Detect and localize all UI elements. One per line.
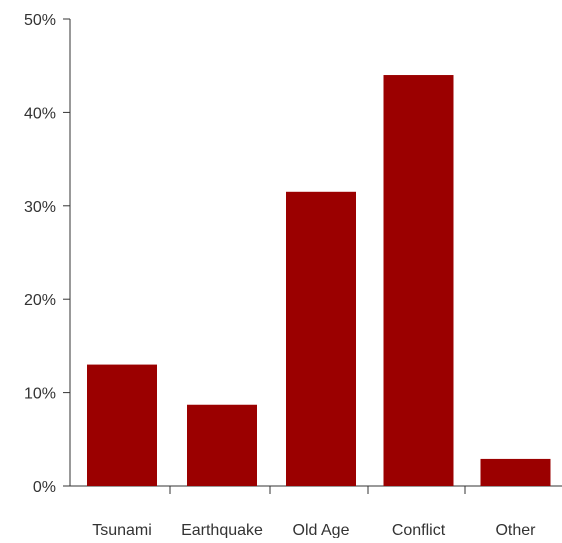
- bar-other: [480, 458, 551, 486]
- y-tick-label: 0%: [33, 479, 56, 496]
- x-tick-label: Earthquake: [181, 522, 263, 538]
- bar-earthquake: [187, 404, 257, 486]
- x-tick-label: Conflict: [392, 522, 446, 538]
- x-tick-label: Other: [495, 522, 536, 538]
- x-axis: Tsunami Earthquake Old Age Conflict Other: [70, 485, 562, 539]
- y-tick-label: 40%: [24, 105, 56, 122]
- y-tick-label: 50%: [24, 12, 56, 29]
- bar-tsunami: [87, 364, 157, 486]
- bars: [87, 75, 551, 487]
- y-axis: 0% 10% 20% 30% 40% 50%: [24, 12, 71, 496]
- y-tick-label: 10%: [24, 386, 56, 403]
- y-tick-label: 20%: [24, 292, 56, 309]
- x-tick-label: Old Age: [293, 522, 350, 538]
- x-tick-label: Tsunami: [92, 522, 152, 538]
- bar-conflict: [383, 75, 454, 486]
- y-tick-label: 30%: [24, 199, 56, 216]
- bar-old-age: [286, 191, 356, 487]
